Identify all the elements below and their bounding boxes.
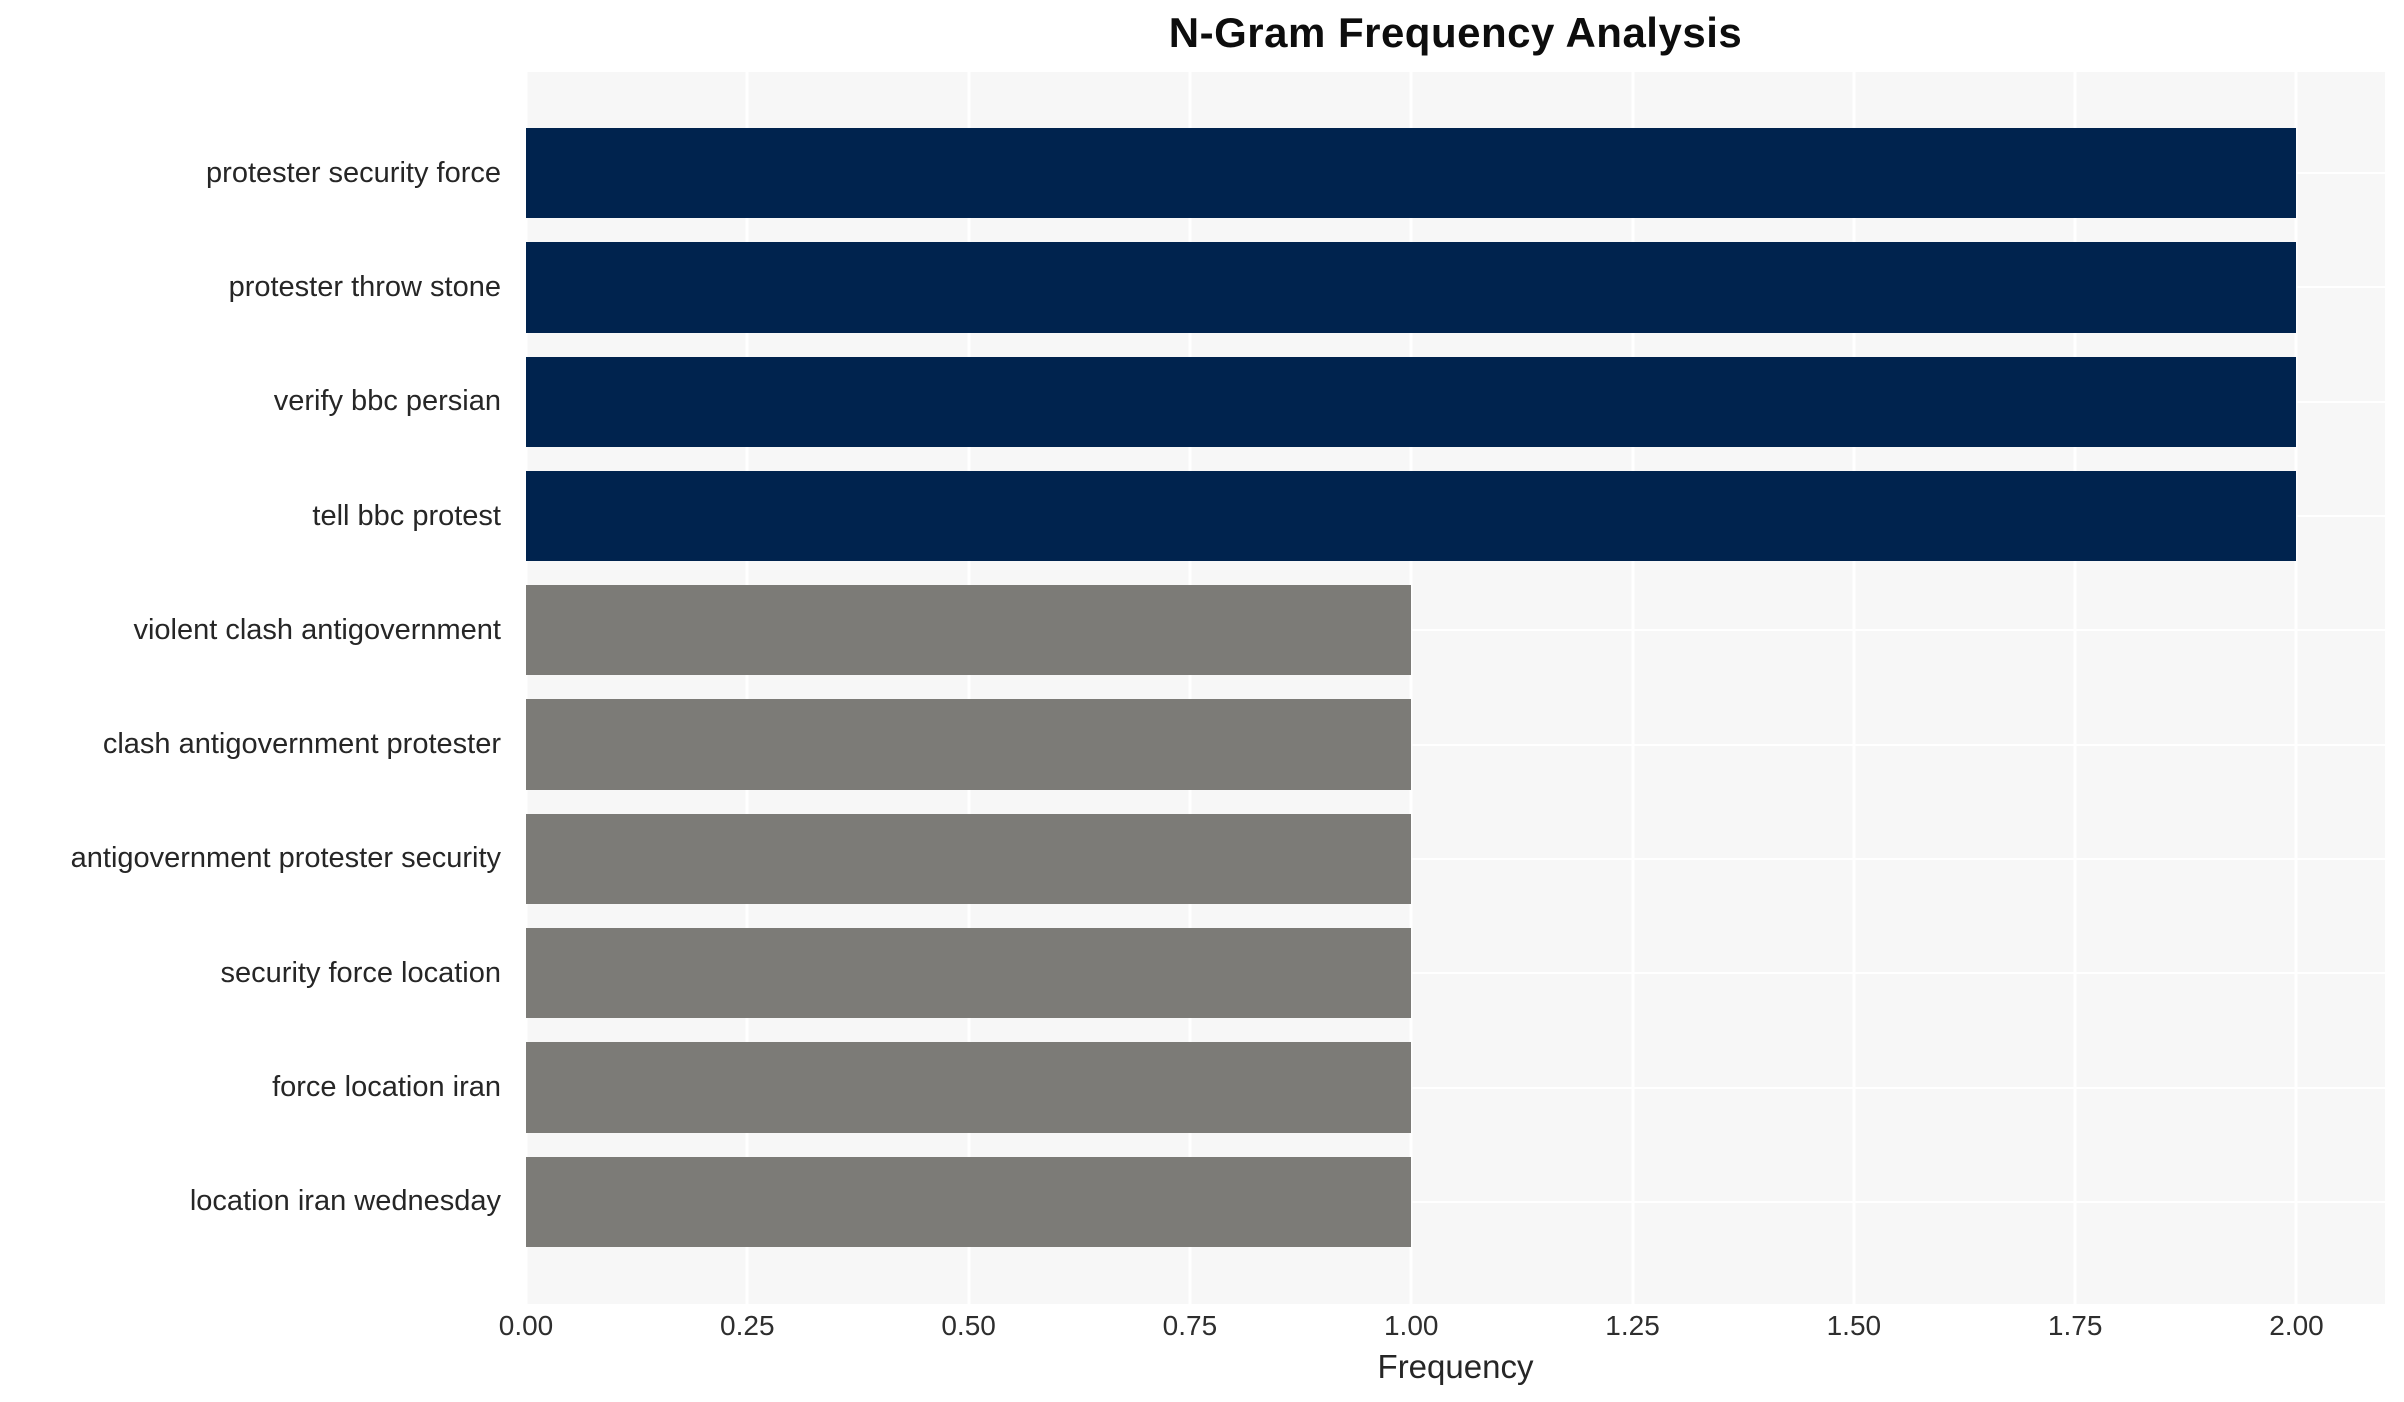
x-tick-label: 1.00	[1383, 1310, 1439, 1341]
x-tick-label: 0.25	[720, 1310, 775, 1341]
bar-security-force-location	[526, 928, 1412, 1019]
vertical-gridline	[745, 72, 749, 1304]
horizontal-gridline	[526, 1086, 2385, 1089]
bar-protester-throw-stone	[526, 242, 2297, 333]
bar-row	[526, 1145, 2385, 1259]
bar-row	[526, 687, 2385, 801]
bar-force-location-iran	[526, 1042, 1412, 1133]
y-axis-label: protester security force	[206, 156, 501, 189]
y-label-row: violent clash antigovernment	[0, 573, 514, 687]
y-label-row: location iran wednesday	[0, 1145, 514, 1259]
bar-location-iran-wednesday	[526, 1156, 1412, 1247]
vertical-gridline	[1631, 72, 1635, 1304]
vertical-gridline	[967, 72, 971, 1304]
bar-row	[526, 116, 2385, 230]
bar-row	[526, 459, 2385, 573]
vertical-gridline	[524, 72, 528, 1304]
horizontal-gridline	[526, 743, 2385, 746]
y-axis-label: verify bbc persian	[273, 385, 501, 418]
horizontal-gridline	[526, 857, 2385, 860]
x-tick-label: 2.00	[2269, 1310, 2324, 1341]
x-axis: 0.00 0.25 0.50 0.75 1.00 1.25 1.50 1.75 2.00	[499, 1310, 2385, 1350]
bar-row	[526, 802, 2385, 916]
vertical-gridline	[2073, 72, 2077, 1304]
y-label-row: antigovernment protester security	[0, 802, 514, 916]
y-axis-label: clash antigovernment protester	[102, 728, 501, 761]
bar-row	[526, 573, 2385, 687]
x-tick-label: 1.50	[1826, 1310, 1882, 1341]
x-axis-title: Frequency	[1377, 1348, 1534, 1385]
bar-row	[526, 1030, 2385, 1144]
bar-row	[526, 230, 2385, 344]
y-label-row: force location iran	[0, 1030, 514, 1144]
y-label-row: security force location	[0, 916, 514, 1030]
horizontal-gridline	[526, 629, 2385, 632]
horizontal-gridline	[526, 1200, 2385, 1203]
bar-verify-bbc-persian	[526, 356, 2297, 447]
x-tick-label: 1.25	[1605, 1310, 1660, 1341]
y-axis-label: antigovernment protester security	[70, 842, 501, 875]
y-label-row: protester throw stone	[0, 230, 514, 344]
x-tick-label: 0.00	[498, 1310, 554, 1341]
chart-title: N-Gram Frequency Analysis	[1168, 9, 1743, 56]
horizontal-gridline	[526, 972, 2385, 975]
vertical-gridline	[1852, 72, 1856, 1304]
y-axis-labels: protester security force protester throw …	[0, 72, 514, 1304]
x-tick-label: 0.50	[941, 1310, 996, 1341]
bar-tell-bbc-protest	[526, 470, 2297, 562]
x-tick-label: 0.75	[1162, 1310, 1218, 1341]
bar-protester-security-force	[526, 128, 2297, 219]
bar-antigovernment-protester-security	[526, 813, 1412, 905]
y-axis-label: protester throw stone	[228, 270, 501, 303]
vertical-gridline	[2294, 72, 2298, 1304]
y-label-row: clash antigovernment protester	[0, 687, 514, 801]
plot-area	[524, 72, 2385, 1304]
x-tick-label: 1.75	[2047, 1310, 2103, 1341]
y-axis-label: security force location	[220, 956, 501, 989]
bars-container	[526, 72, 2385, 1304]
vertical-gridline	[1409, 72, 1413, 1304]
y-axis-label: violent clash antigovernment	[133, 613, 501, 646]
y-label-row: protester security force	[0, 116, 514, 230]
bar-clash-antigovernment-protester	[526, 699, 1412, 790]
bar-row	[526, 916, 2385, 1030]
bar-violent-clash-antigovernment	[526, 585, 1412, 676]
y-label-row: verify bbc persian	[0, 345, 514, 459]
y-axis-label: tell bbc protest	[312, 499, 501, 532]
y-axis-label: location iran wednesday	[189, 1185, 501, 1218]
bar-row	[526, 345, 2385, 459]
vertical-gridline	[1188, 72, 1192, 1304]
y-axis-label: force location iran	[272, 1071, 501, 1104]
y-label-row: tell bbc protest	[0, 459, 514, 573]
